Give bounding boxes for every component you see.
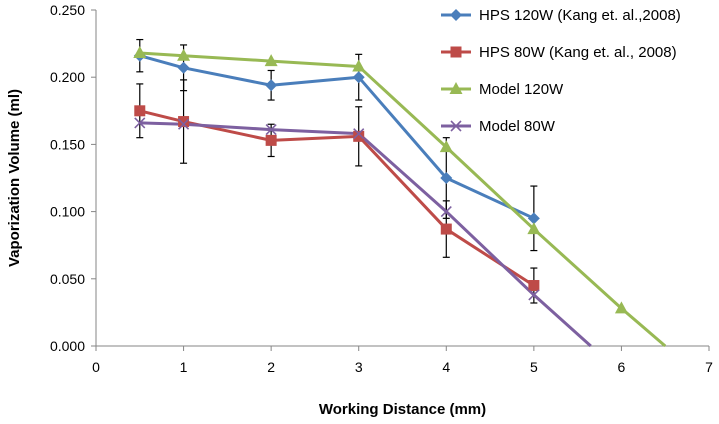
series-4-legend-entry: Model 80W <box>441 118 556 135</box>
series-1-point <box>177 61 190 74</box>
series-2-point <box>265 134 277 146</box>
legend-swatch-marker <box>450 46 462 58</box>
y-tick-label: 0.150 <box>50 136 85 152</box>
x-marker-stroke <box>450 120 462 132</box>
series-2-point <box>134 105 146 117</box>
series-3-point <box>614 301 628 314</box>
series-2-point <box>353 130 365 142</box>
series-2-point <box>178 116 190 128</box>
series-3-point <box>439 140 453 153</box>
series-1-point <box>527 212 540 225</box>
y-tick-label: 0.000 <box>50 338 85 354</box>
series-4-point <box>353 128 365 140</box>
legend-label: Model 120W <box>479 81 564 98</box>
y-tick-label: 0.050 <box>50 271 85 287</box>
series-2-point <box>440 223 452 235</box>
series-lines <box>139 51 667 348</box>
series-3-point <box>527 222 541 235</box>
series-3-point <box>133 46 147 59</box>
x-tick-label: 6 <box>618 359 626 375</box>
y-tick-label: 0.200 <box>50 69 85 85</box>
x-tick-label: 5 <box>530 359 538 375</box>
series-4-point <box>265 124 277 136</box>
x-axis-title: Working Distance (mm) <box>319 401 486 418</box>
legend-label: HPS 120W (Kang et. al.,2008) <box>479 7 681 24</box>
x-tick-label: 1 <box>180 359 188 375</box>
x-marker-stroke <box>528 289 540 301</box>
series-markers <box>133 46 628 314</box>
x-marker-stroke <box>353 128 365 140</box>
legend-swatch-marker <box>450 9 462 21</box>
series-4-line <box>139 121 592 348</box>
series-4-point <box>440 206 452 218</box>
series-4-point <box>178 118 190 130</box>
series-3-point <box>264 54 278 67</box>
series-3-point <box>177 48 191 61</box>
x-tick-label: 3 <box>355 359 363 375</box>
x-tick-label: 4 <box>442 359 450 375</box>
series-2-point <box>528 280 540 292</box>
series-4-point <box>134 117 146 129</box>
x-marker-stroke <box>265 124 277 136</box>
series-2-legend-entry: HPS 80W (Kang et. al., 2008) <box>441 44 677 61</box>
legend: HPS 120W (Kang et. al.,2008) HPS 80W (Kan… <box>441 7 681 135</box>
legend-swatch-marker <box>449 82 463 94</box>
series-1-point <box>352 71 365 84</box>
x-marker-stroke <box>178 118 190 130</box>
series-1-legend-entry: HPS 120W (Kang et. al.,2008) <box>441 7 681 24</box>
legend-label: HPS 80W (Kang et. al., 2008) <box>479 44 677 61</box>
y-axis-title: Vaporization Volume (ml) <box>6 89 23 267</box>
y-tick-label: 0.250 <box>50 2 85 18</box>
series-2-line <box>139 109 535 287</box>
series-1-point <box>265 79 278 92</box>
axes: 0 1 2 3 4 5 6 7 0.000 0.050 0.100 0.150 0.200 0.250 <box>50 2 713 375</box>
series-3-point <box>352 59 366 72</box>
legend-label: Model 80W <box>479 118 556 135</box>
y-tick-label: 0.100 <box>50 204 85 220</box>
series-3-line <box>139 51 667 348</box>
x-tick-label: 2 <box>267 359 275 375</box>
series-4-point <box>528 289 540 301</box>
legend-swatch-marker <box>450 120 462 132</box>
series-1-line <box>139 54 535 220</box>
x-marker-stroke <box>440 206 452 218</box>
series-3-legend-entry: Model 120W <box>441 81 564 98</box>
x-marker-stroke <box>134 117 146 129</box>
series-1-point <box>440 172 453 184</box>
x-tick-label: 7 <box>705 359 713 375</box>
x-tick-label: 0 <box>92 359 100 375</box>
